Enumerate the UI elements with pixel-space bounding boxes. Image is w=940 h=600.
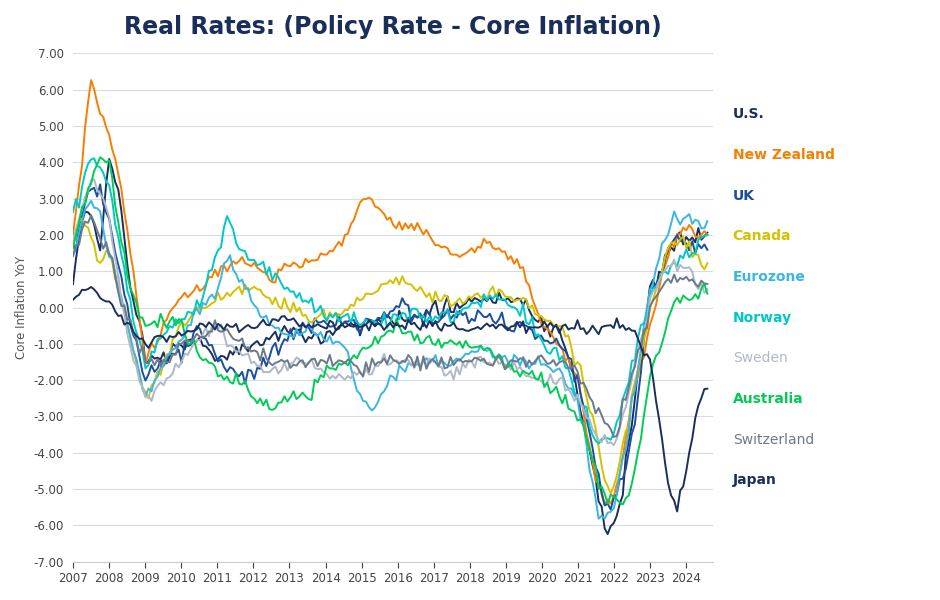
Text: Sweden: Sweden [732, 352, 788, 365]
Text: UK: UK [732, 189, 755, 203]
Y-axis label: Core Inflation YoY: Core Inflation YoY [15, 256, 28, 359]
Text: Australia: Australia [732, 392, 804, 406]
Text: Japan: Japan [732, 473, 776, 487]
Text: Norway: Norway [732, 311, 791, 325]
Text: Eurozone: Eurozone [732, 270, 806, 284]
Title: Real Rates: (Policy Rate - Core Inflation): Real Rates: (Policy Rate - Core Inflatio… [124, 15, 662, 39]
Text: U.S.: U.S. [732, 107, 764, 121]
Text: New Zealand: New Zealand [732, 148, 835, 162]
Text: Canada: Canada [732, 229, 791, 244]
Text: Switzerland: Switzerland [732, 433, 814, 446]
